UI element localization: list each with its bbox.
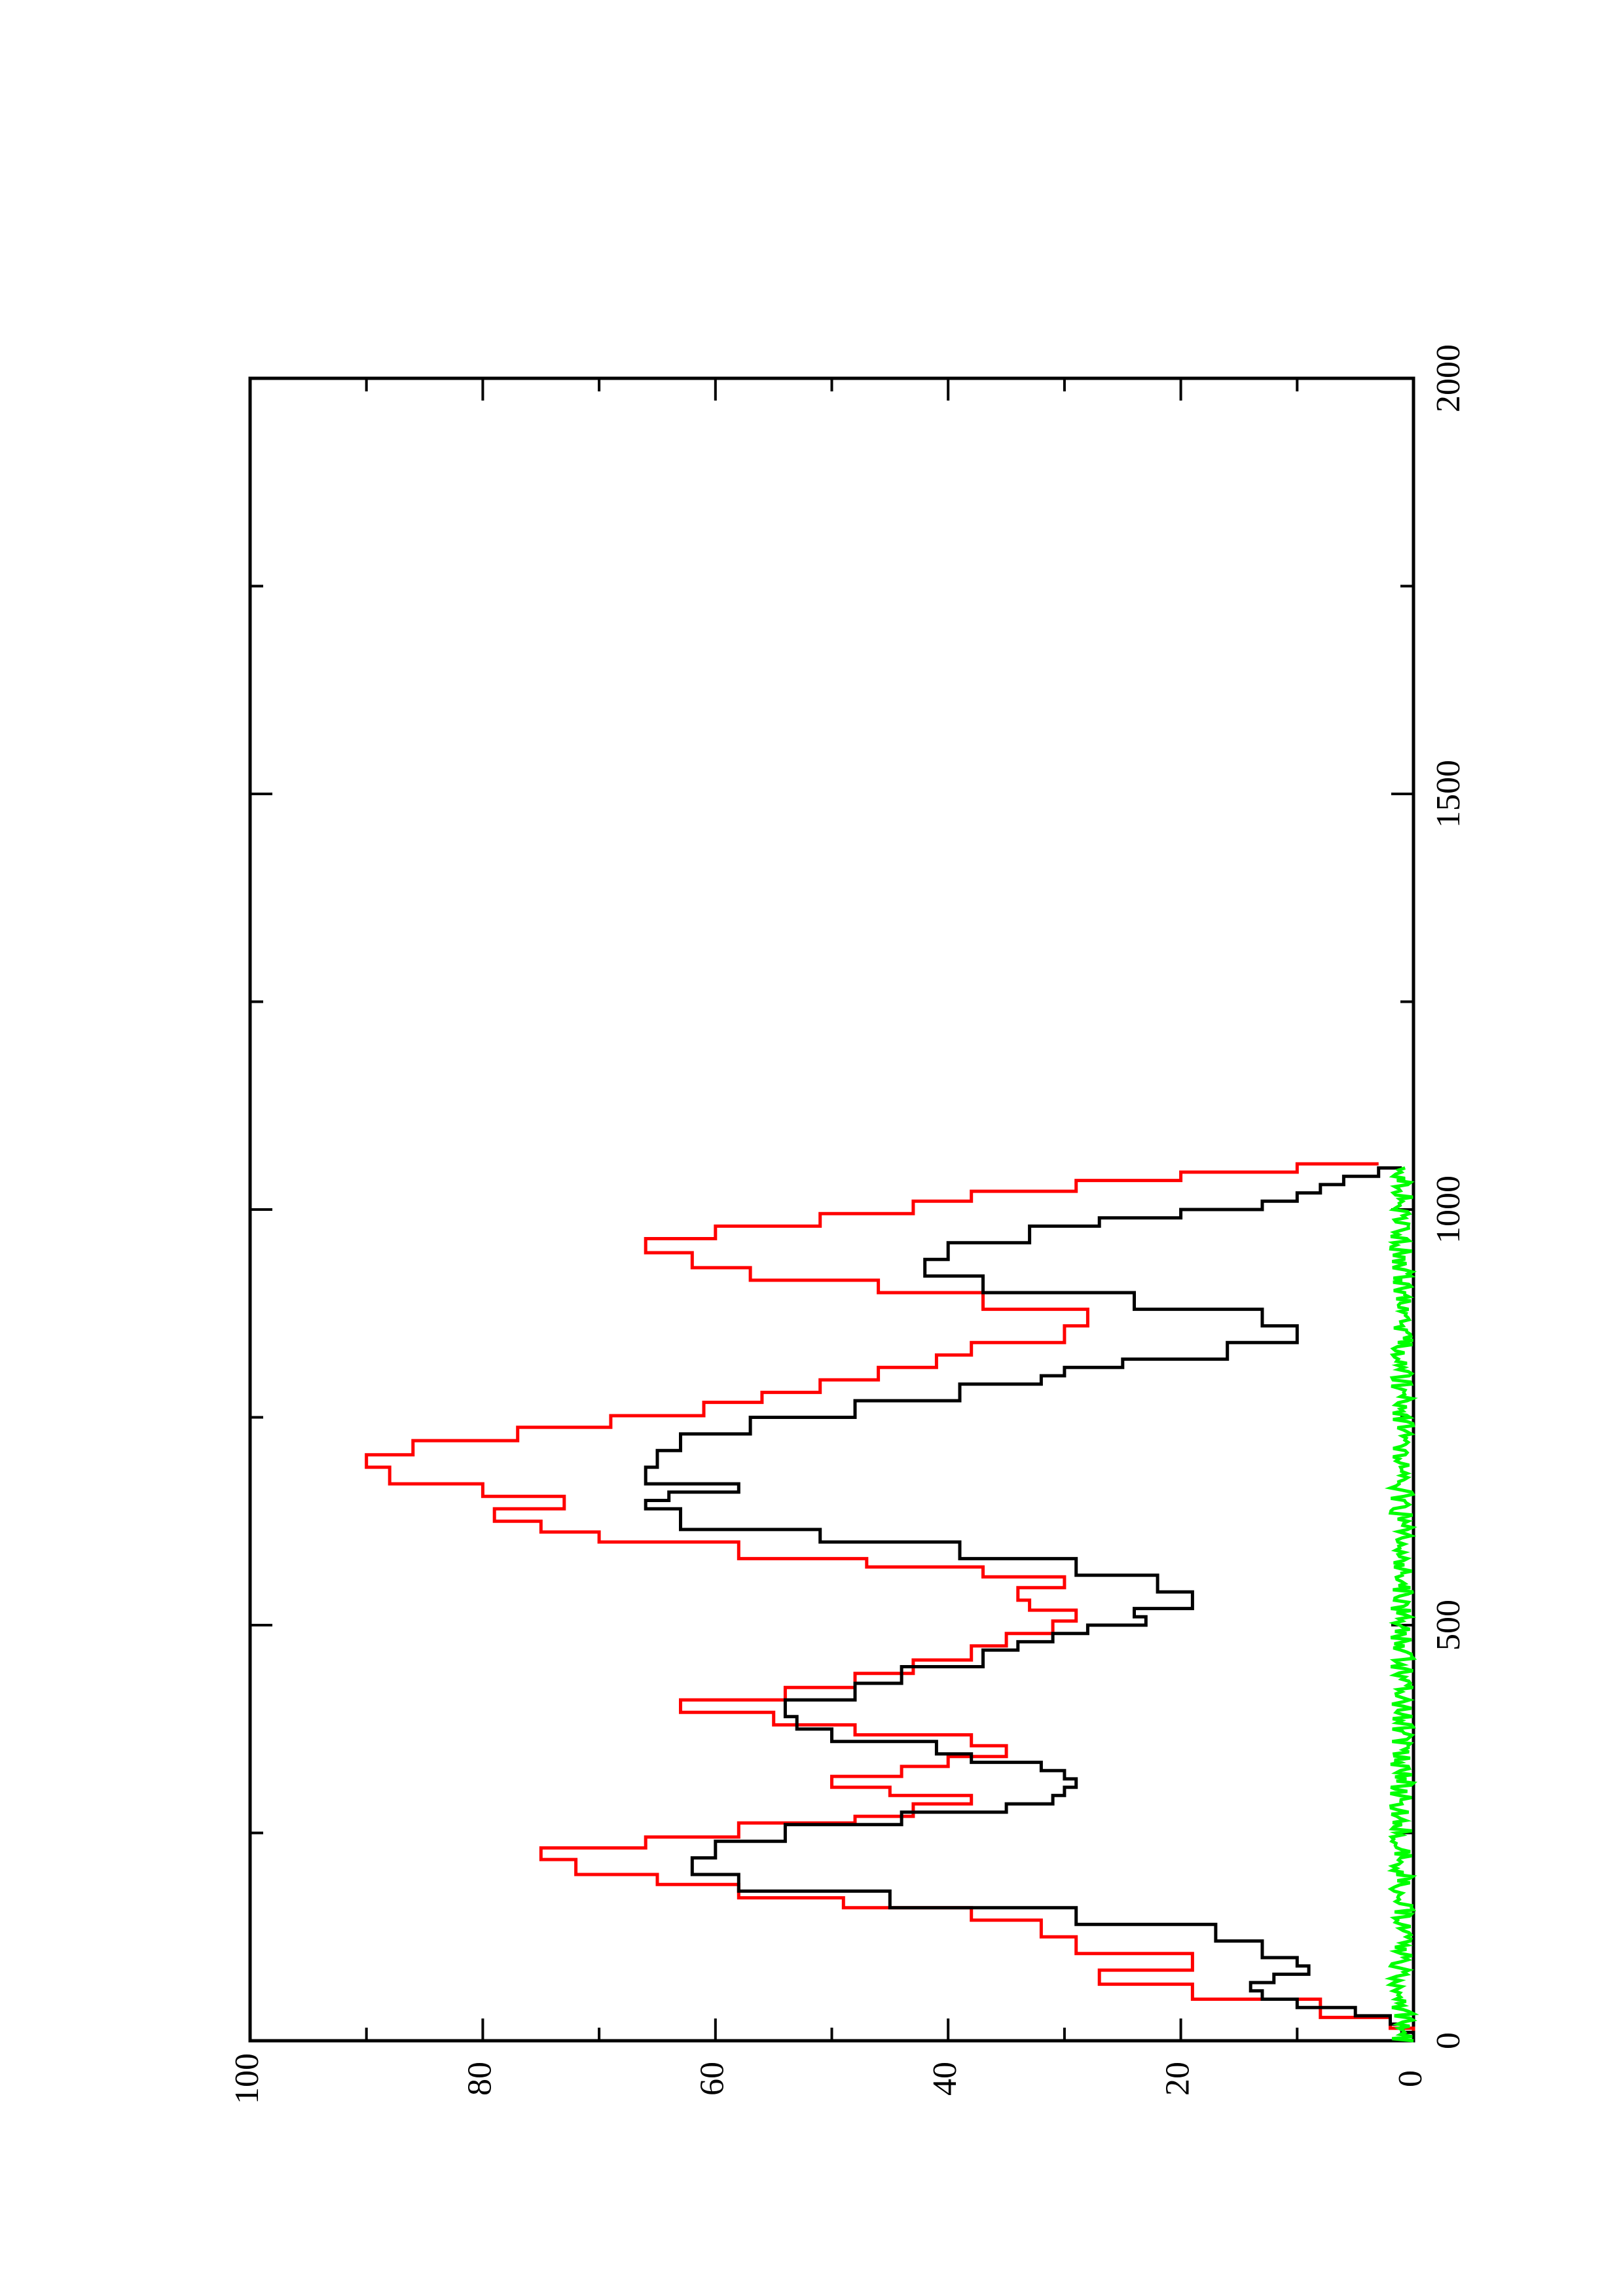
series-layer [365, 1162, 1419, 2043]
x-tick-label: 1500 [1430, 760, 1467, 828]
y-tick-label: 100 [228, 2053, 266, 2104]
series-line-1 [365, 1162, 1415, 2041]
x-tick-label: 2000 [1430, 344, 1467, 412]
y-tick-label: 40 [926, 2062, 964, 2096]
y-tick-label: 80 [461, 2062, 498, 2096]
x-tick-label: 0 [1430, 2032, 1467, 2049]
y-tick-label: 60 [694, 2062, 731, 2096]
series-line-3 [1384, 1166, 1419, 2043]
tick-labels: 0 500 1000 1500 2000 0 20 40 60 80 100 [228, 344, 1467, 2104]
y-tick-label: 20 [1159, 2062, 1197, 2096]
axis-ticks [249, 377, 1415, 2042]
y-tick-label: 0 [1392, 2070, 1429, 2087]
x-tick-label: 1000 [1430, 1175, 1467, 1244]
x-tick-label: 500 [1430, 1600, 1467, 1651]
series-line-2 [644, 1166, 1415, 2041]
